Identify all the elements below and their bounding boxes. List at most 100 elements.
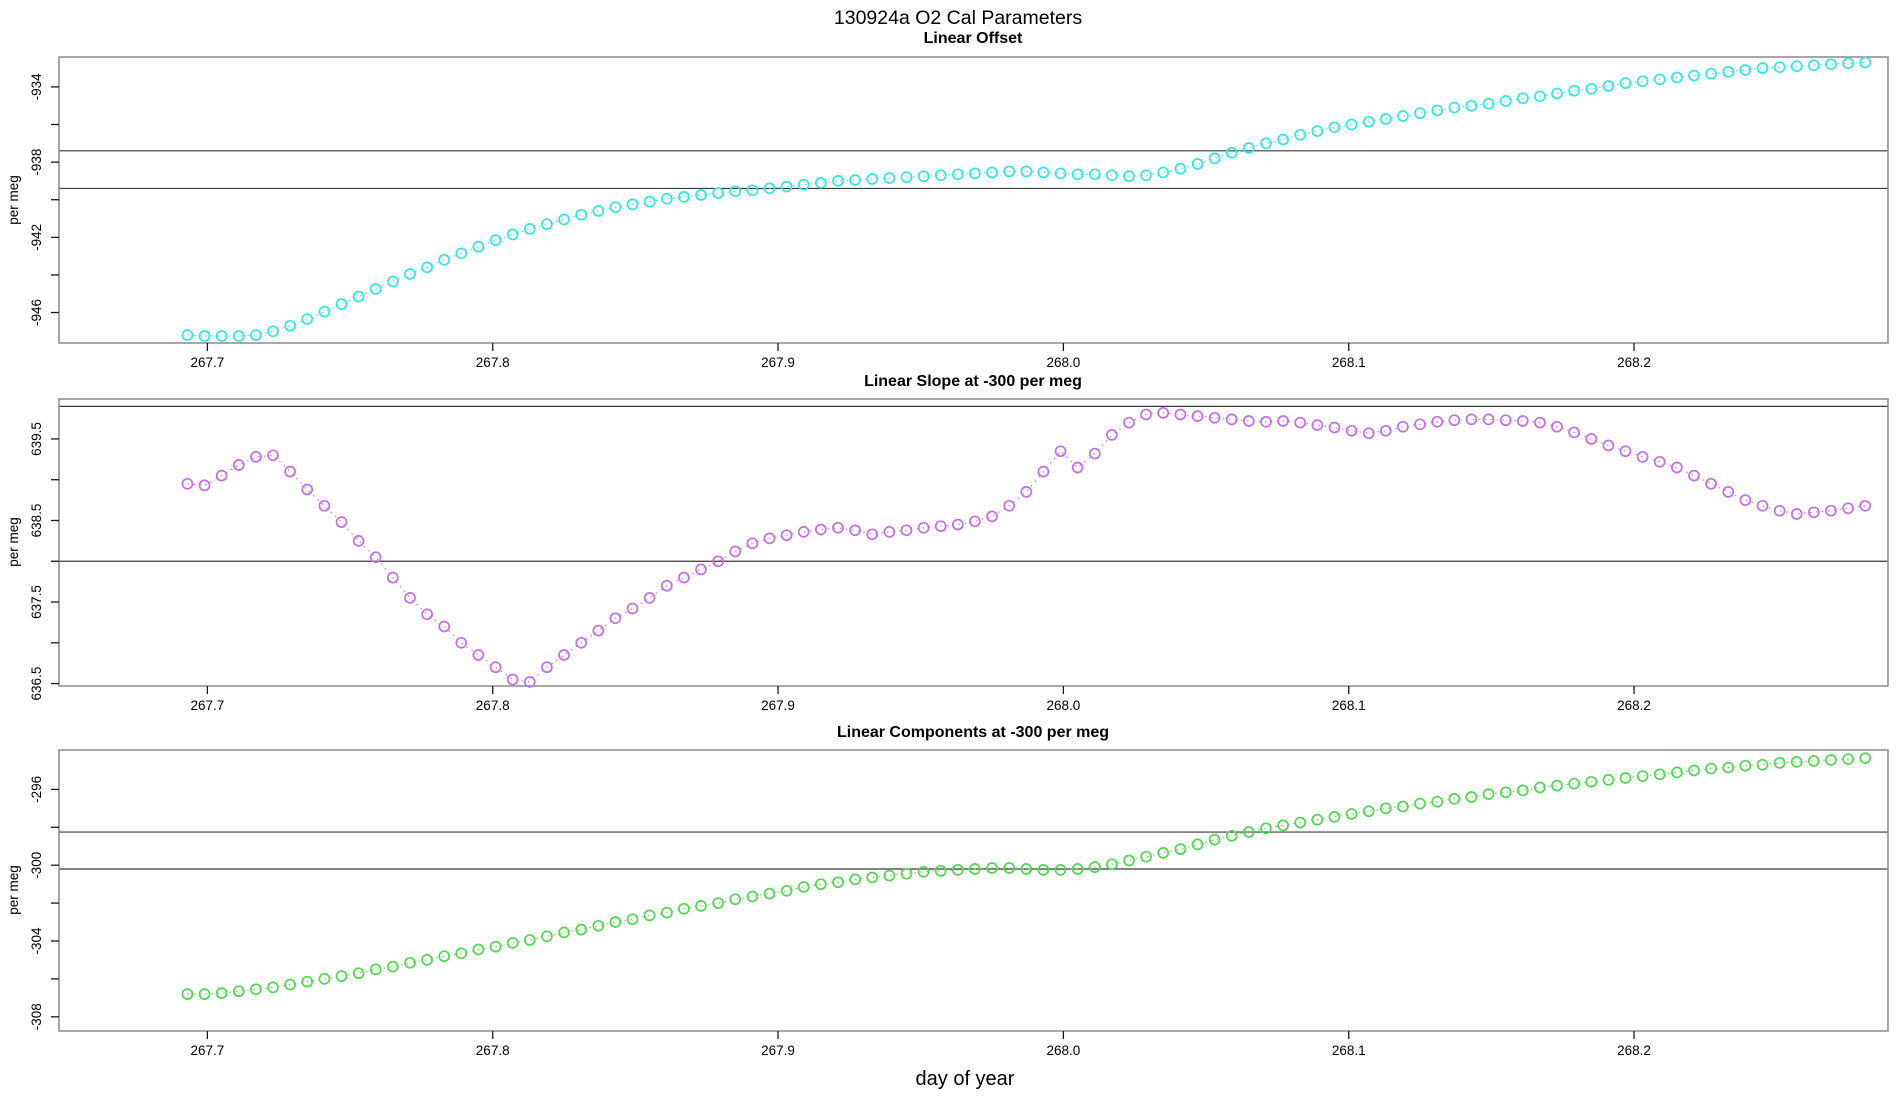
data-point: [1431, 415, 1444, 428]
data-point: [1242, 415, 1255, 427]
data-point: [1020, 486, 1033, 498]
data-point: [866, 871, 879, 884]
data-point: [1174, 408, 1187, 421]
data-point: [849, 524, 861, 537]
data-point: [780, 529, 793, 542]
data-point: [1106, 858, 1118, 871]
data-point: [575, 636, 588, 649]
data-point: [284, 465, 296, 478]
data-point: [695, 900, 707, 912]
data-point: [1602, 439, 1615, 452]
data-point: [832, 175, 844, 187]
data-point: [1859, 499, 1872, 512]
data-point: [1448, 793, 1461, 805]
data-point: [232, 330, 245, 342]
data-point: [592, 205, 605, 217]
y-axis-label-panel1: per meg: [6, 175, 21, 225]
data-point: [1551, 779, 1563, 792]
data-point: [455, 636, 468, 649]
y-tick-label: 638.5: [29, 504, 44, 538]
data-point: [1020, 863, 1033, 875]
data-point: [1842, 502, 1854, 515]
data-point: [1585, 775, 1598, 788]
x-tick-label: 268.1: [1332, 355, 1366, 370]
data-point: [609, 916, 622, 928]
data-point: [1722, 66, 1735, 78]
data-point: [198, 330, 211, 342]
data-point: [1790, 756, 1803, 768]
data-point: [797, 526, 810, 538]
data-point: [1448, 414, 1461, 427]
panel-box: [58, 749, 1889, 1032]
x-tick-label: 267.8: [476, 355, 510, 370]
data-point: [335, 298, 348, 310]
x-tick-label: 267.9: [761, 698, 795, 713]
data-point: [1688, 469, 1700, 482]
x-tick-label: 268.2: [1617, 1043, 1651, 1058]
data-point: [712, 555, 724, 568]
data-point: [386, 571, 399, 584]
data-point: [1157, 847, 1170, 859]
data-point: [934, 865, 947, 877]
data-point: [746, 890, 759, 903]
data-point: [1465, 413, 1478, 426]
data-point: [1054, 864, 1067, 876]
data-point: [1311, 419, 1324, 431]
data-point: [1499, 786, 1512, 799]
data-point: [318, 305, 331, 318]
data-point: [1739, 64, 1752, 76]
data-point: [1705, 762, 1717, 775]
data-point: [1362, 427, 1375, 440]
data-point: [506, 228, 519, 241]
data-point: [1807, 755, 1820, 767]
data-point: [609, 612, 622, 625]
data-point: [1431, 795, 1444, 808]
data-point: [1671, 766, 1683, 779]
data-point: [951, 168, 964, 181]
data-point: [1003, 165, 1016, 178]
data-point: [849, 174, 861, 186]
panel-box: [58, 56, 1889, 344]
data-point: [1516, 784, 1529, 797]
data-point: [832, 876, 844, 889]
data-point: [1037, 465, 1050, 478]
data-point: [1379, 424, 1392, 437]
x-tick-label: 268.0: [1046, 698, 1080, 713]
data-point: [1773, 61, 1786, 74]
panel-title-linear-slope: Linear Slope at -300 per meg: [864, 373, 1082, 390]
data-point: [558, 213, 570, 226]
data-point: [301, 975, 314, 988]
data-point: [643, 592, 656, 604]
data-point: [1671, 461, 1683, 474]
data-point: [1790, 508, 1803, 520]
data-point: [951, 864, 964, 876]
data-point: [1345, 808, 1358, 820]
data-point: [352, 967, 365, 980]
data-point: [1397, 110, 1409, 122]
data-point: [267, 325, 279, 338]
data-point: [335, 516, 348, 528]
y-tick-label: -934: [29, 73, 44, 101]
y-axis-label-panel2: per meg: [6, 517, 21, 567]
data-point: [1756, 758, 1769, 771]
data-point: [1534, 781, 1546, 794]
data-point: [609, 201, 622, 214]
data-point: [575, 208, 588, 221]
data-point: [1191, 410, 1204, 422]
data-point: [1859, 752, 1872, 764]
x-tick-label: 268.0: [1046, 355, 1080, 370]
data-point: [318, 973, 331, 985]
data-point: [934, 520, 947, 533]
data-point: [1088, 861, 1101, 873]
data-point: [1431, 104, 1444, 117]
data-point: [1688, 69, 1700, 82]
data-point: [1123, 416, 1135, 429]
data-point: [1551, 420, 1563, 433]
data-point: [1071, 461, 1084, 474]
data-point: [626, 602, 639, 615]
data-point: [232, 985, 245, 998]
data-point: [1362, 805, 1375, 818]
data-point: [369, 963, 382, 976]
data-series: [181, 56, 1872, 342]
chart-panels: -946 -942 -938 -934 267.7 267.8 267.9 268.0 268.…: [29, 56, 1889, 1058]
